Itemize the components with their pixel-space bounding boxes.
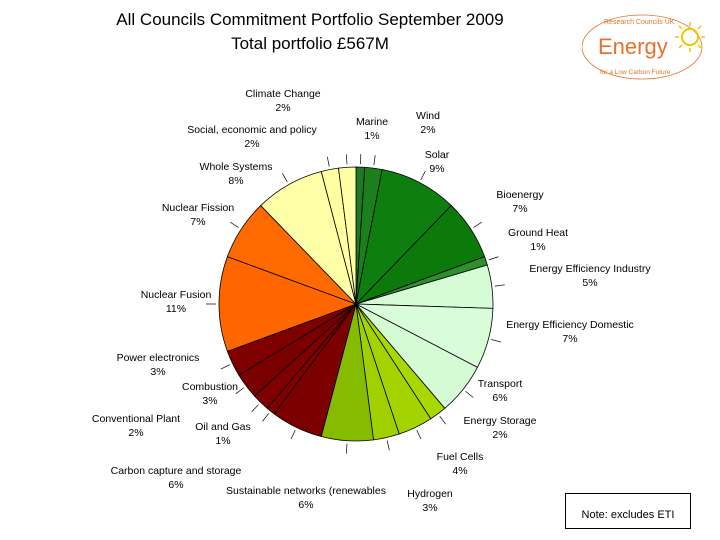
slice-label-power-electronics: Power electronics bbox=[117, 352, 200, 364]
slice-pct-solar: 9% bbox=[429, 163, 444, 175]
chart-title-line1: All Councils Commitment Portfolio Septem… bbox=[116, 10, 504, 29]
slice-label-transport: Transport bbox=[478, 378, 523, 390]
slice-label-fuel-cells: Fuel Cells bbox=[437, 451, 484, 463]
slice-label-solar: Solar bbox=[425, 149, 450, 161]
slice-pct-energy-efficiency-industry: 5% bbox=[582, 277, 597, 289]
slice-pct-conventional-plant: 2% bbox=[128, 427, 143, 439]
slice-pct-climate-change: 2% bbox=[275, 102, 290, 114]
slice-pct-energy-storage: 2% bbox=[492, 429, 507, 441]
slice-pct-wind: 2% bbox=[420, 124, 435, 136]
leader-lines bbox=[206, 154, 505, 454]
slice-pct-nuclear-fission: 7% bbox=[190, 216, 205, 228]
slice-label-sustainable-networks-renewables: Sustainable networks (renewables bbox=[226, 485, 386, 497]
slice-pct-bioenergy: 7% bbox=[512, 203, 527, 215]
slice-pct-energy-efficiency-domestic: 7% bbox=[562, 333, 577, 345]
slice-label-whole-systems: Whole Systems bbox=[200, 161, 273, 173]
note-box: Note: excludes ETI bbox=[565, 493, 691, 529]
leader-line-solar bbox=[420, 170, 426, 181]
leader-line-transport bbox=[465, 391, 474, 398]
slice-label-hydrogen: Hydrogen bbox=[407, 488, 453, 500]
sun-icon bbox=[675, 22, 705, 52]
slice-label-carbon-capture-and-storage: Carbon capture and storage bbox=[111, 465, 242, 477]
slice-labels: Marine 1% Wind 2% Solar 9% Bioenergy 7% Ground H… bbox=[92, 88, 651, 514]
leader-line-wind bbox=[373, 155, 376, 166]
slice-label-combustion: Combustion bbox=[182, 381, 238, 393]
slice-pct-hydrogen: 3% bbox=[422, 502, 437, 514]
leader-line-hydrogen bbox=[386, 440, 390, 451]
slice-pct-carbon-capture-and-storage: 6% bbox=[168, 479, 183, 491]
slice-label-ground-heat: Ground Heat bbox=[508, 227, 568, 239]
slice-label-social-economic-and-policy: Social, economic and policy bbox=[187, 124, 317, 136]
slice-label-nuclear-fusion: Nuclear Fusion bbox=[141, 289, 212, 301]
slice-pct-fuel-cells: 4% bbox=[452, 465, 467, 477]
slice-label-oil-and-gas: Oil and Gas bbox=[195, 421, 250, 433]
leader-line-combustion bbox=[235, 387, 245, 394]
pie-slice-solar bbox=[355, 169, 452, 306]
slice-label-nuclear-fission: Nuclear Fission bbox=[162, 202, 235, 214]
pie-slices bbox=[218, 166, 494, 442]
logo-ring bbox=[582, 14, 703, 80]
slice-label-bioenergy: Bioenergy bbox=[496, 189, 544, 201]
pie-slice-climate-change bbox=[338, 166, 357, 305]
slice-label-conventional-plant: Conventional Plant bbox=[92, 413, 180, 425]
slice-pct-power-electronics: 3% bbox=[150, 366, 165, 378]
energy-logo: Research Councils UK Energy for a Low Ca… bbox=[582, 14, 705, 80]
logo-word: Energy bbox=[598, 34, 668, 59]
slice-pct-whole-systems: 8% bbox=[228, 175, 243, 187]
leader-line-oil-and-gas bbox=[262, 413, 269, 422]
leader-line-power-electronics bbox=[220, 364, 231, 370]
slice-pct-marine: 1% bbox=[364, 130, 379, 142]
slice-label-energy-efficiency-domestic: Energy Efficiency Domestic bbox=[506, 319, 634, 331]
slice-pct-oil-and-gas: 1% bbox=[215, 435, 230, 447]
logo-top-text: Research Councils UK bbox=[604, 19, 675, 26]
leader-line-social-economic-and-policy bbox=[326, 156, 330, 167]
leader-line-energy-efficiency-industry bbox=[494, 284, 505, 287]
leader-line-carbon-capture-and-storage bbox=[290, 429, 296, 440]
leader-line-sustainable-networks-renewables bbox=[346, 443, 348, 454]
slice-pct-ground-heat: 1% bbox=[530, 241, 545, 253]
chart-title-line2: Total portfolio £567M bbox=[231, 34, 389, 53]
leader-line-conventional-plant bbox=[251, 404, 259, 412]
leader-line-whole-systems bbox=[282, 173, 288, 183]
logo-bottom-text: for a Low Carbon Future bbox=[600, 69, 671, 76]
leader-line-climate-change bbox=[346, 154, 348, 165]
leader-line-bioenergy bbox=[473, 221, 482, 228]
slice-label-marine: Marine bbox=[356, 116, 388, 128]
leader-line-nuclear-fission bbox=[230, 221, 239, 228]
slice-pct-combustion: 3% bbox=[202, 395, 217, 407]
slice-label-energy-storage: Energy Storage bbox=[464, 415, 537, 427]
slice-label-energy-efficiency-industry: Energy Efficiency Industry bbox=[529, 263, 651, 275]
slice-pct-transport: 6% bbox=[492, 392, 507, 404]
slice-label-wind: Wind bbox=[416, 110, 440, 122]
leader-line-ground-heat bbox=[488, 256, 499, 261]
note-text: Note: excludes ETI bbox=[581, 509, 675, 521]
leader-line-energy-efficiency-domestic bbox=[491, 339, 502, 343]
slice-label-climate-change: Climate Change bbox=[245, 88, 320, 100]
chart-title: All Councils Commitment Portfolio Septem… bbox=[90, 8, 530, 56]
leader-line-fuel-cells bbox=[416, 429, 422, 440]
slice-pct-sustainable-networks-renewables: 6% bbox=[298, 499, 313, 511]
pie-slice-nuclear-fusion bbox=[218, 256, 358, 352]
slice-pct-social-economic-and-policy: 2% bbox=[244, 138, 259, 150]
slice-pct-nuclear-fusion: 11% bbox=[166, 303, 186, 315]
leader-line-energy-storage bbox=[439, 415, 446, 425]
